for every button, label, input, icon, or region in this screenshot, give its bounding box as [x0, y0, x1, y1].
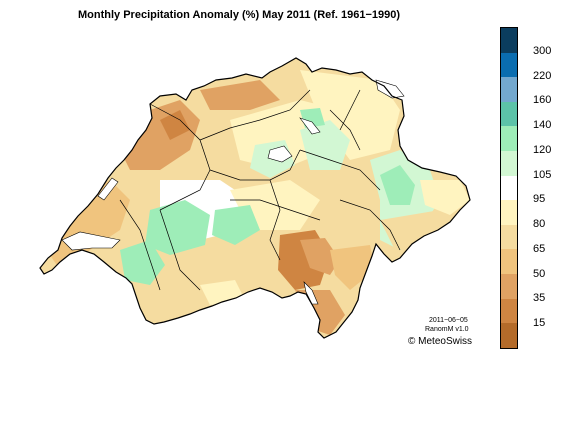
- legend-swatch: [501, 101, 517, 127]
- credit-copyright: © MeteoSwiss: [408, 336, 473, 347]
- legend-swatch: [501, 274, 517, 299]
- lake-constance: [375, 79, 405, 99]
- legend-label: 140: [533, 119, 552, 132]
- legend-label: 160: [533, 94, 552, 107]
- legend-label: 65: [533, 242, 546, 255]
- legend-color-bar: [500, 27, 518, 349]
- legend-swatch: [501, 298, 517, 324]
- legend-swatch: [501, 28, 517, 53]
- legend-swatch: [501, 77, 517, 102]
- legend-swatch: [501, 175, 517, 201]
- legend-label: 105: [533, 168, 552, 181]
- lake-maggiore: [303, 281, 319, 305]
- lakes: [61, 79, 405, 305]
- legend-label: 35: [533, 292, 546, 305]
- legend-swatch: [501, 126, 517, 152]
- legend-swatch: [501, 200, 517, 225]
- legend-swatch: [501, 52, 517, 78]
- legend-label: 80: [533, 218, 546, 231]
- country-border: [39, 57, 471, 339]
- legend-swatch: [501, 249, 517, 275]
- legend-label: 15: [533, 317, 546, 330]
- lake-geneva: [61, 231, 121, 251]
- legend-label: 120: [533, 143, 552, 156]
- legend-label: 300: [533, 44, 552, 57]
- legend-swatch: [501, 224, 517, 250]
- canton-borders: [119, 89, 401, 291]
- lake-lucerne: [267, 145, 293, 163]
- lake-zurich: [299, 117, 321, 135]
- map-title: Monthly Precipitation Anomaly (%) May 20…: [78, 9, 401, 21]
- legend-label: 220: [533, 69, 552, 82]
- legend-swatch: [501, 151, 517, 176]
- legend-label: 95: [533, 193, 546, 206]
- lake-neuchatel: [97, 177, 119, 201]
- legend-label: 50: [533, 267, 546, 280]
- legend-swatch: [501, 323, 517, 348]
- credit-product: RanomM v1.0: [425, 326, 469, 333]
- credit-date: 2011−06−05: [429, 317, 468, 324]
